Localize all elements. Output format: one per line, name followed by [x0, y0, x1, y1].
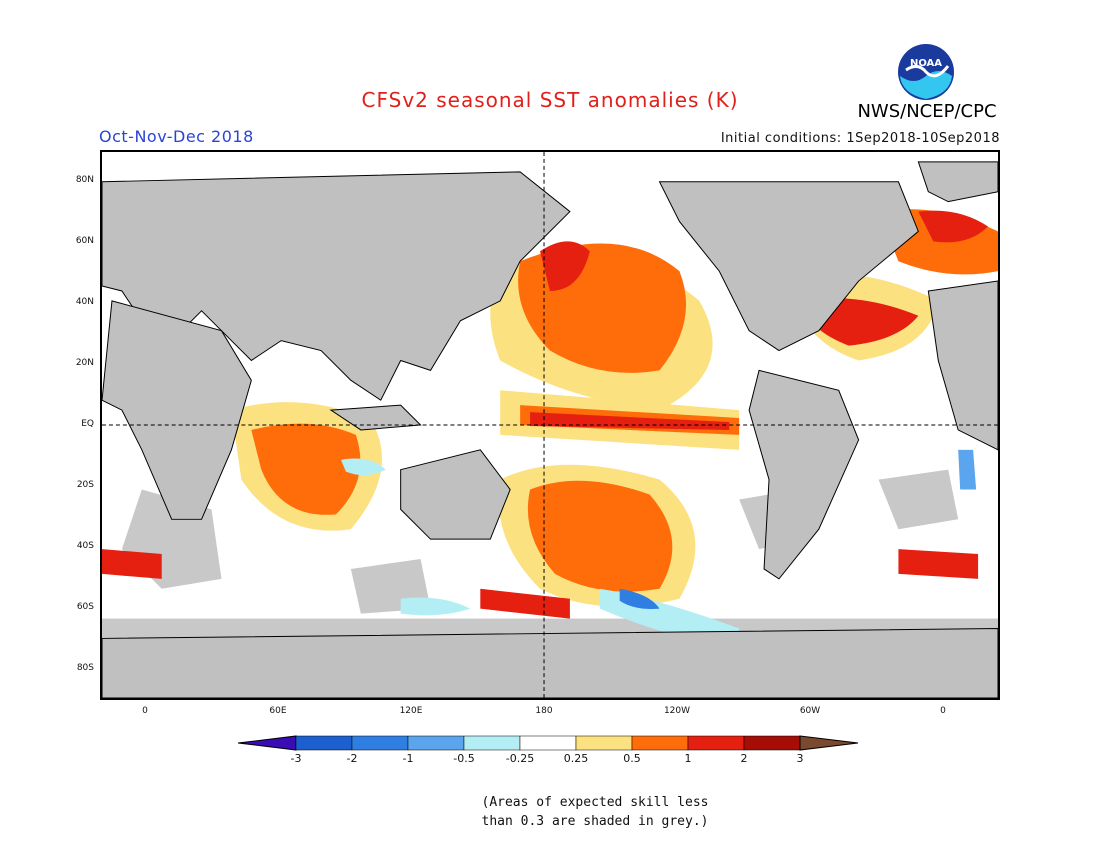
land-masses — [102, 161, 998, 698]
lon-label: 0 — [142, 706, 148, 716]
colorbar-tick-label: 2 — [740, 752, 748, 765]
lon-label: 60E — [269, 706, 287, 716]
sst-anomaly-map — [100, 150, 1000, 700]
lat-label: 80S — [76, 663, 94, 673]
colorbar-tick-label: -0.5 — [453, 752, 475, 765]
lat-label: 40N — [75, 297, 94, 307]
initial-conditions: Initial conditions: 1Sep2018-10Sep2018 — [720, 131, 1000, 146]
colorbar-swatch — [575, 735, 633, 751]
skill-footnote: (Areas of expected skill less than 0.3 a… — [460, 793, 730, 831]
colorbar-tick-label: -1 — [402, 752, 414, 765]
agency-label: NWS/NCEP/CPC — [857, 101, 997, 122]
colorbar-swatch — [351, 735, 409, 751]
lat-label: EQ — [81, 419, 94, 429]
colorbar-tick-label: 1 — [684, 752, 692, 765]
colorbar-arrow-left — [237, 735, 297, 751]
chart-title: CFSv2 seasonal SST anomalies (K) — [361, 88, 739, 112]
noaa-logo-text: NOAA — [910, 58, 942, 69]
lat-label: 20N — [75, 358, 94, 368]
lat-label: 20S — [76, 480, 94, 490]
lat-label: 80N — [75, 175, 94, 185]
lon-label: 120E — [399, 706, 423, 716]
south-america-land — [748, 369, 860, 580]
colorbar-swatch — [743, 735, 801, 751]
africa-land — [102, 300, 252, 520]
colorbar-tick-label: 3 — [796, 752, 804, 765]
lon-label: 180 — [535, 706, 553, 716]
lat-label: 60S — [76, 602, 94, 612]
australia-land — [400, 449, 511, 540]
colorbar-arrow-right — [799, 735, 859, 751]
colorbar-swatch — [687, 735, 745, 751]
antarctica-land — [102, 628, 998, 698]
lon-label: 60W — [799, 706, 821, 716]
footnote-line-1: (Areas of expected skill less — [481, 795, 709, 810]
colorbar — [237, 734, 863, 756]
greenland-land — [917, 161, 998, 203]
colorbar-tick-label: 0.25 — [563, 752, 589, 765]
colorbar-tick-label: -2 — [346, 752, 358, 765]
north-america-land — [658, 181, 919, 352]
colorbar-swatch — [631, 735, 689, 751]
colorbar-swatch — [463, 735, 521, 751]
lat-label: 60N — [75, 236, 94, 246]
colorbar-swatch — [295, 735, 353, 751]
indonesia-land — [329, 404, 422, 431]
colorbar-tick-label: -0.25 — [505, 752, 535, 765]
colorbar-swatch — [519, 735, 577, 751]
africa-west-land — [927, 280, 998, 451]
forecast-period: Oct-Nov-Dec 2018 — [99, 127, 254, 146]
colorbar-swatches — [237, 735, 859, 751]
lat-label: 40S — [76, 541, 94, 551]
footnote-line-2: than 0.3 are shaded in grey.) — [481, 814, 709, 829]
lon-label: 0 — [940, 706, 946, 716]
colorbar-tick-label: 0.5 — [623, 752, 641, 765]
colorbar-swatch — [407, 735, 465, 751]
colorbar-tick-label: -3 — [290, 752, 302, 765]
noaa-logo: NOAA — [896, 42, 956, 106]
lon-label: 120W — [663, 706, 691, 716]
